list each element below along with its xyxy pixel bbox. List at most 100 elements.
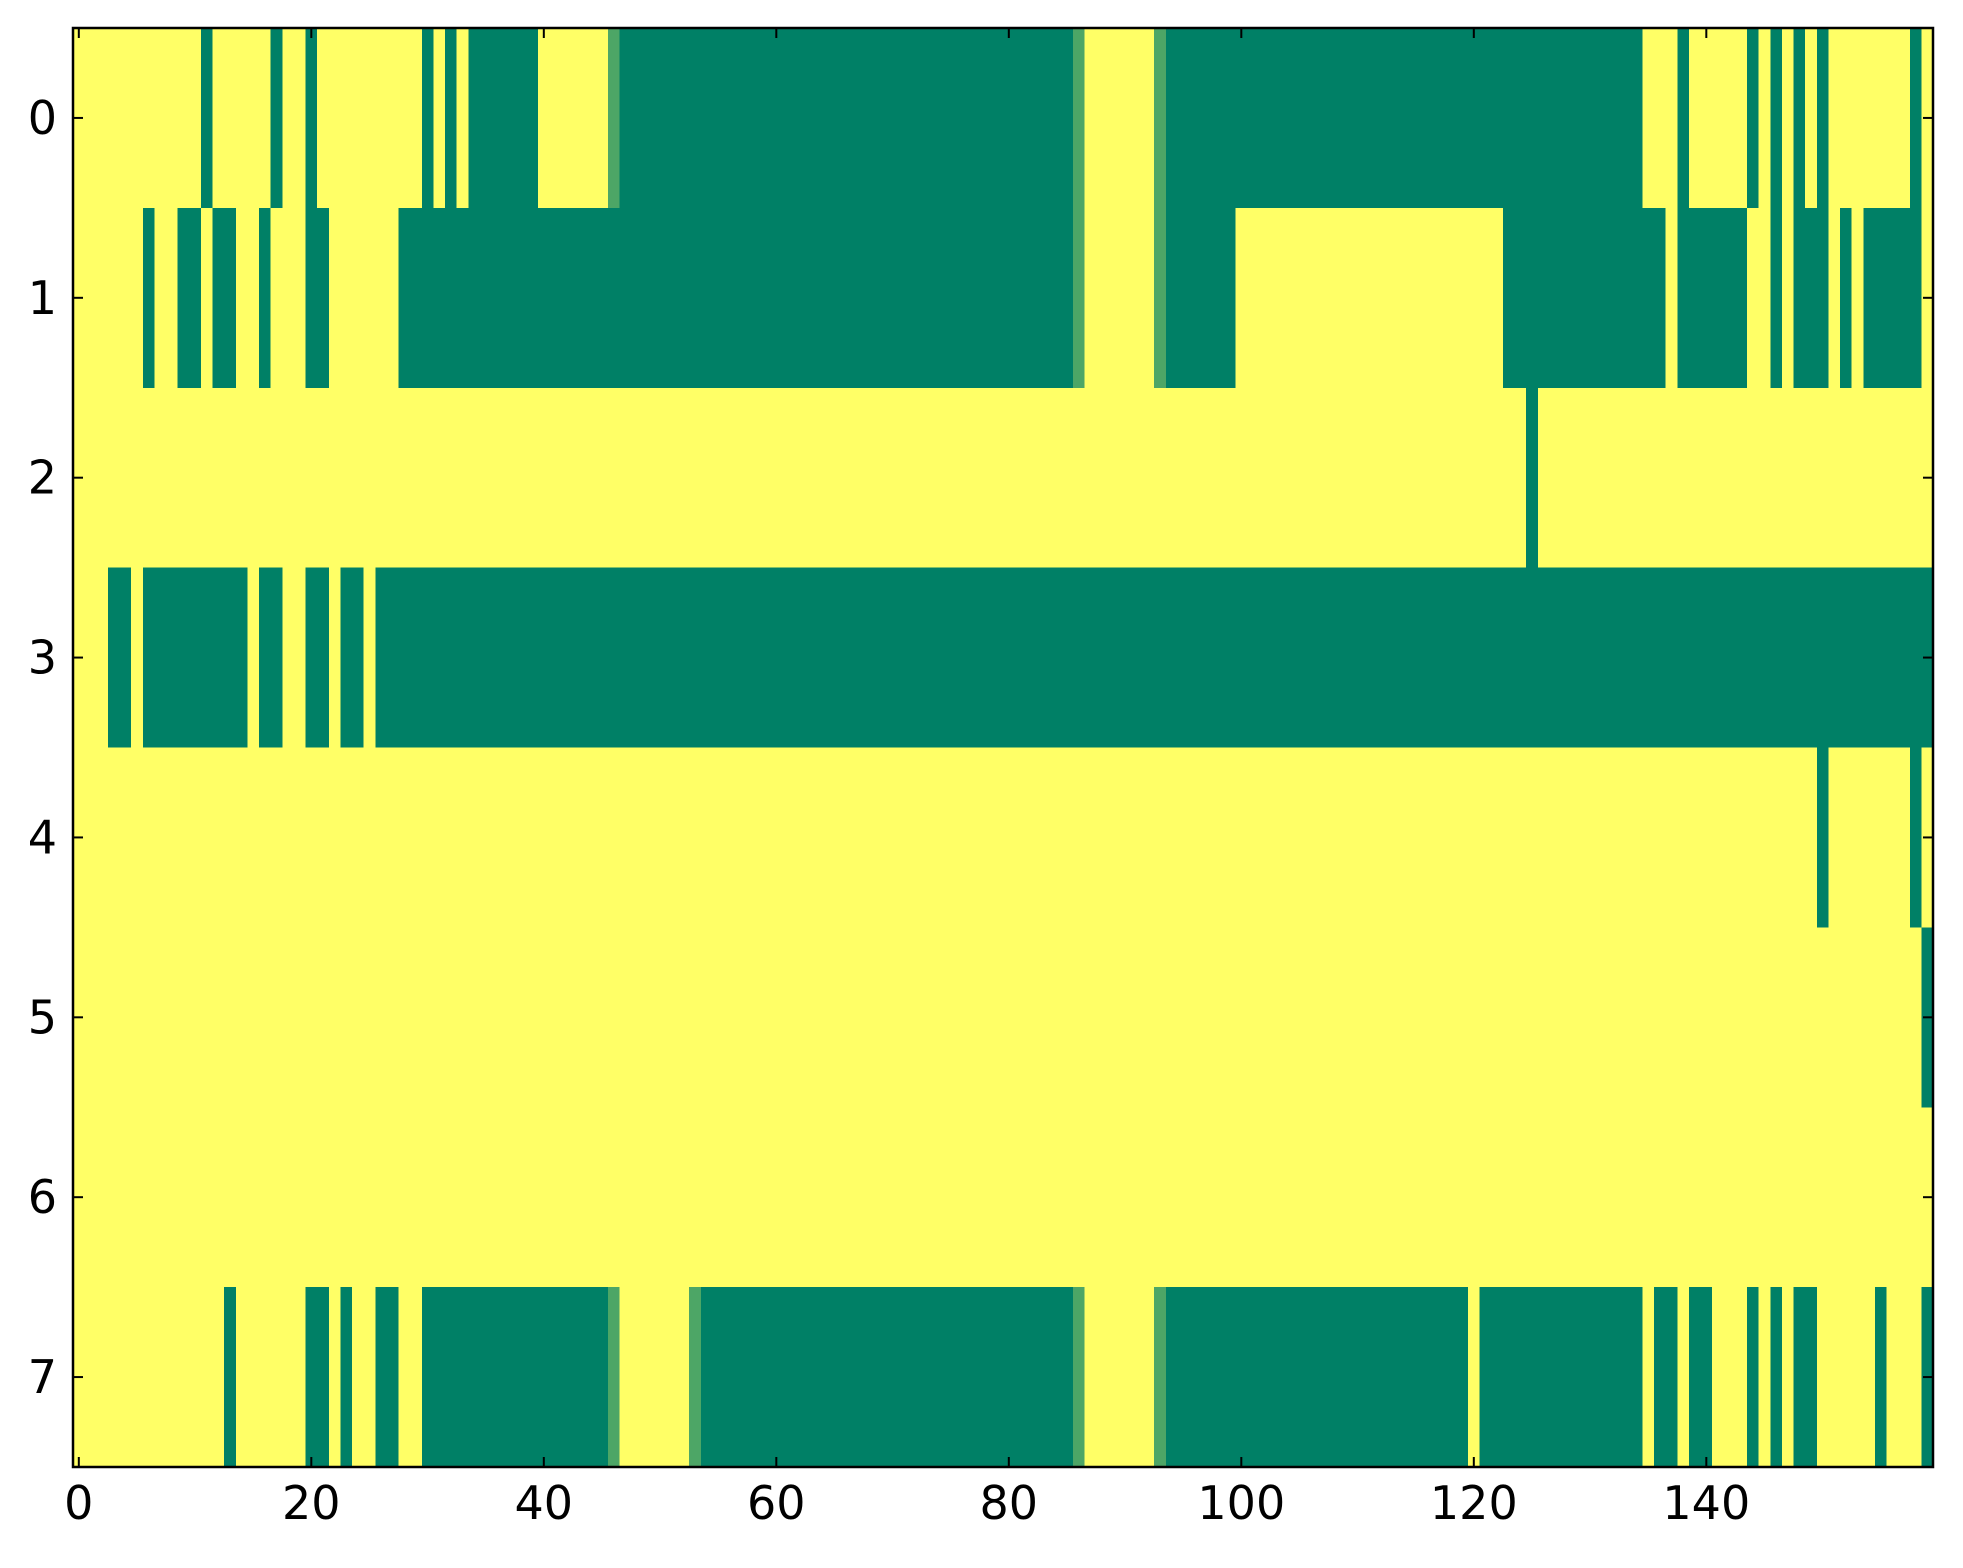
cell xyxy=(1781,927,1795,1108)
cell xyxy=(956,747,969,928)
cell xyxy=(107,747,121,928)
cell xyxy=(1316,1287,1330,1468)
cell xyxy=(1584,28,1597,209)
cell xyxy=(1363,567,1376,749)
cell xyxy=(514,1107,527,1288)
cell xyxy=(1212,567,1225,749)
cell xyxy=(817,927,830,1108)
cell xyxy=(1386,927,1399,1108)
cell xyxy=(224,747,237,928)
cell xyxy=(340,28,353,209)
cell xyxy=(514,387,527,569)
cell xyxy=(642,207,655,389)
cell xyxy=(1247,567,1260,749)
cell xyxy=(770,747,783,928)
cell xyxy=(177,927,190,1108)
cell xyxy=(293,1287,307,1468)
cell xyxy=(1084,567,1097,749)
cell xyxy=(468,1107,481,1288)
cell xyxy=(770,1107,783,1288)
cell xyxy=(1537,28,1550,209)
cell xyxy=(677,1107,690,1288)
cell xyxy=(1630,747,1643,928)
cell xyxy=(828,927,841,1108)
cell xyxy=(503,207,516,389)
cell xyxy=(212,207,225,389)
cell xyxy=(991,747,1004,928)
cell xyxy=(410,387,423,569)
cell xyxy=(1491,747,1504,928)
cell xyxy=(828,387,841,569)
cell xyxy=(503,1287,516,1468)
cell xyxy=(1479,1287,1492,1468)
cell xyxy=(1282,387,1295,569)
cell xyxy=(514,567,527,749)
cell xyxy=(991,927,1004,1108)
cell xyxy=(1863,387,1876,569)
cell xyxy=(352,387,365,569)
cell xyxy=(468,28,481,209)
cell xyxy=(200,927,214,1108)
cell xyxy=(1805,927,1818,1108)
cell xyxy=(1863,1107,1876,1288)
cell xyxy=(712,28,725,209)
cell xyxy=(1735,927,1748,1108)
cell xyxy=(1200,28,1213,209)
cell xyxy=(968,567,981,749)
cell xyxy=(1316,207,1330,389)
cell xyxy=(1282,927,1295,1108)
cell xyxy=(1444,28,1457,209)
cell xyxy=(1677,747,1690,928)
cell xyxy=(642,28,655,209)
x-tick-label: 140 xyxy=(1662,1476,1750,1530)
cell xyxy=(84,387,97,569)
cell xyxy=(1456,747,1469,928)
cell xyxy=(1549,1287,1562,1468)
cell xyxy=(619,567,632,749)
cell xyxy=(1003,207,1016,389)
cell xyxy=(375,747,388,928)
cell xyxy=(96,927,109,1108)
cell xyxy=(538,207,551,389)
cell xyxy=(1607,207,1620,389)
cell xyxy=(805,207,818,389)
cell xyxy=(607,927,620,1108)
cell xyxy=(1816,747,1829,928)
cell xyxy=(1096,747,1109,928)
cell xyxy=(631,1107,644,1288)
cell xyxy=(1026,28,1039,209)
cell xyxy=(1595,1287,1609,1468)
cell xyxy=(421,207,434,389)
cell xyxy=(805,1107,818,1288)
cell xyxy=(607,207,620,389)
cell xyxy=(1479,207,1492,389)
cell xyxy=(1142,28,1155,209)
cell xyxy=(828,1287,841,1468)
cell xyxy=(96,1287,109,1468)
cell xyxy=(84,28,97,209)
cell xyxy=(1247,1107,1260,1288)
cell xyxy=(1293,567,1306,749)
cell xyxy=(1793,567,1806,749)
cell xyxy=(1642,207,1655,389)
cell xyxy=(363,747,376,928)
cell xyxy=(1468,747,1481,928)
cell xyxy=(1375,1107,1388,1288)
cell xyxy=(1258,1287,1271,1468)
cell xyxy=(1433,927,1446,1108)
cell xyxy=(1840,387,1853,569)
cell xyxy=(1909,567,1922,749)
cell xyxy=(1642,747,1655,928)
cell xyxy=(1212,28,1225,209)
cell xyxy=(1898,567,1911,749)
cell xyxy=(1130,387,1144,569)
cell xyxy=(177,207,190,389)
cell xyxy=(1107,1107,1120,1288)
cell xyxy=(340,747,353,928)
cell xyxy=(1619,1287,1632,1468)
cell xyxy=(1398,207,1411,389)
cell xyxy=(1874,927,1888,1108)
cell xyxy=(1351,28,1364,209)
cell xyxy=(282,1287,295,1468)
cell xyxy=(758,927,772,1108)
